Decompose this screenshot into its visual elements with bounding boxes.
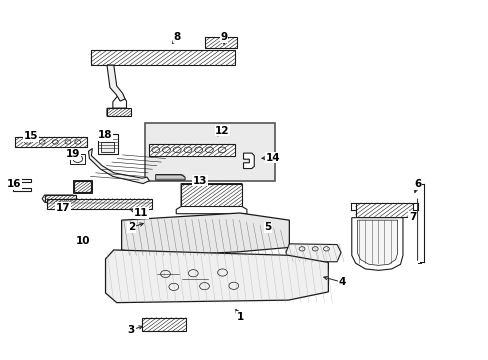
Polygon shape [357, 220, 397, 265]
Circle shape [160, 270, 170, 278]
Polygon shape [351, 218, 402, 270]
Circle shape [24, 140, 30, 144]
Bar [44, 195, 76, 202]
Polygon shape [13, 179, 31, 191]
Text: 2: 2 [127, 222, 135, 232]
Circle shape [199, 283, 209, 290]
Circle shape [75, 140, 81, 144]
Bar [73, 180, 92, 193]
Polygon shape [285, 244, 340, 262]
Polygon shape [107, 108, 131, 116]
Bar [98, 134, 118, 154]
Polygon shape [107, 65, 125, 101]
Text: 10: 10 [75, 236, 90, 246]
Bar [70, 154, 85, 164]
Polygon shape [88, 148, 149, 184]
Polygon shape [122, 213, 289, 256]
Circle shape [312, 247, 318, 251]
Text: 19: 19 [65, 149, 80, 159]
Circle shape [39, 140, 45, 144]
Polygon shape [176, 184, 246, 214]
Bar [181, 184, 242, 206]
Circle shape [188, 270, 198, 277]
Circle shape [205, 147, 213, 153]
Text: 7: 7 [408, 212, 416, 221]
Text: 8: 8 [173, 32, 181, 42]
Text: 16: 16 [7, 179, 21, 189]
Text: 15: 15 [23, 131, 38, 141]
Polygon shape [107, 65, 126, 108]
Text: 5: 5 [264, 222, 271, 232]
Circle shape [194, 147, 202, 153]
Circle shape [183, 147, 191, 153]
Circle shape [162, 147, 170, 153]
Polygon shape [243, 153, 254, 168]
Circle shape [217, 269, 227, 276]
Text: 1: 1 [237, 312, 244, 322]
Bar [74, 181, 91, 192]
Bar [91, 50, 234, 65]
Text: 17: 17 [56, 203, 70, 213]
Circle shape [299, 247, 305, 251]
Polygon shape [105, 250, 328, 303]
Text: 12: 12 [215, 126, 229, 135]
Bar [144, 123, 275, 181]
Bar [47, 199, 152, 210]
Circle shape [228, 282, 238, 289]
Text: 11: 11 [134, 208, 148, 218]
Circle shape [65, 140, 71, 144]
Circle shape [152, 147, 159, 153]
Circle shape [218, 147, 225, 153]
Bar [142, 318, 185, 331]
Text: 6: 6 [413, 179, 420, 189]
Text: 3: 3 [127, 325, 135, 335]
Bar [355, 203, 412, 217]
Polygon shape [42, 195, 76, 202]
Circle shape [168, 283, 178, 291]
Polygon shape [156, 175, 184, 180]
Circle shape [173, 147, 181, 153]
Bar [101, 142, 114, 152]
Text: 14: 14 [265, 153, 280, 163]
Circle shape [73, 155, 82, 162]
Circle shape [52, 140, 58, 144]
Text: 4: 4 [338, 277, 345, 287]
Bar [15, 137, 87, 147]
Text: 9: 9 [220, 32, 227, 42]
Circle shape [323, 247, 329, 251]
Text: 13: 13 [192, 176, 206, 186]
Bar [107, 108, 131, 116]
Bar [205, 37, 237, 48]
Text: 18: 18 [98, 130, 113, 140]
Bar [149, 144, 234, 156]
